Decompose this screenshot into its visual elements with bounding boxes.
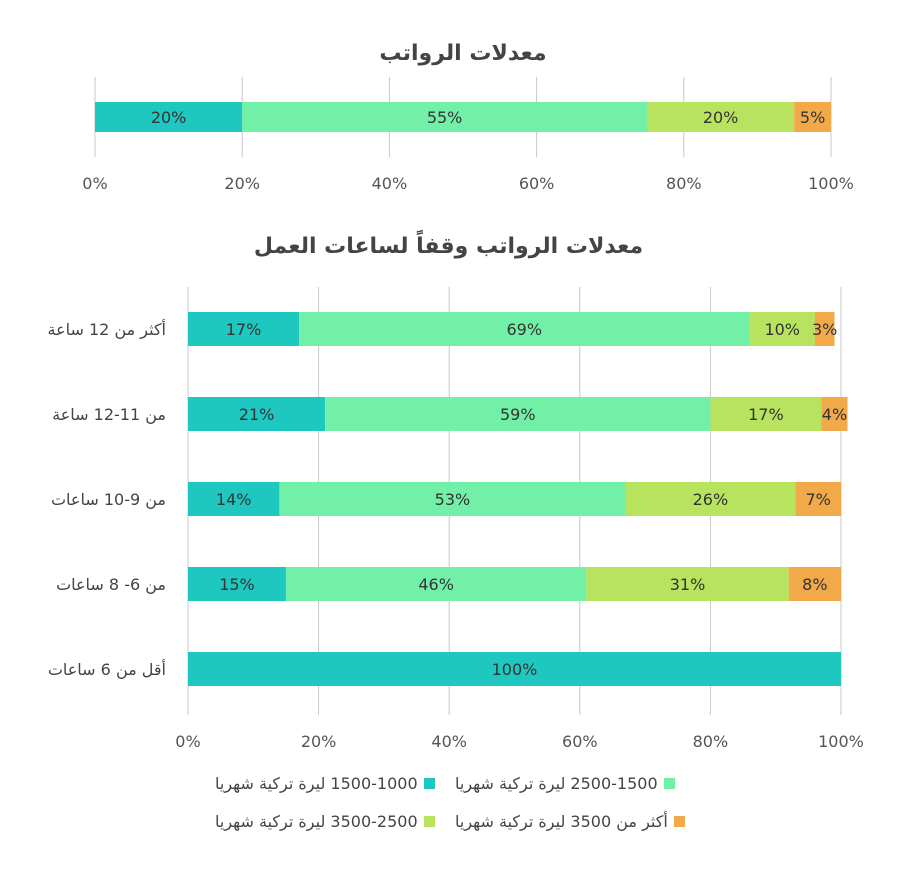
x-tick-label: 80% xyxy=(666,174,702,193)
chart-title: معدلات الرواتب وقفاً لساعات العمل xyxy=(254,229,643,259)
bar-segment xyxy=(821,397,848,431)
legend-label: أكثر من 3500 ليرة تركية شهريا xyxy=(455,812,668,831)
bar-segment xyxy=(788,567,841,601)
category-label: من 11-12 ساعة xyxy=(52,405,166,425)
legend-item-over-3500: أكثر من 3500 ليرة تركية شهريا xyxy=(455,812,685,831)
data-label: 20% xyxy=(703,108,739,127)
data-label: 8% xyxy=(802,575,827,594)
bar-segment xyxy=(586,567,789,601)
bar-segment xyxy=(95,102,243,132)
x-tick-label: 0% xyxy=(175,732,200,751)
data-label: 17% xyxy=(748,405,784,424)
x-tick-label: 60% xyxy=(519,174,555,193)
legend-swatch xyxy=(423,778,435,789)
data-label: 100% xyxy=(492,660,538,679)
bar-segment xyxy=(299,312,750,346)
x-tick-label: 20% xyxy=(224,174,260,193)
bar-segment xyxy=(188,652,841,686)
data-label: 69% xyxy=(507,320,543,339)
data-label: 31% xyxy=(670,575,706,594)
data-label: 4% xyxy=(822,405,847,424)
bar-segment xyxy=(749,312,815,346)
x-tick-label: 20% xyxy=(301,732,337,751)
data-label: 46% xyxy=(418,575,454,594)
legend-item-2500-3500: 3500-2500 ليرة تركية شهريا xyxy=(215,812,435,831)
bar-segment xyxy=(794,102,831,132)
bar-segment xyxy=(325,397,711,431)
data-label: 3% xyxy=(812,320,837,339)
x-tick-label: 40% xyxy=(431,732,467,751)
data-label: 26% xyxy=(693,490,729,509)
legend-label: 3500-2500 ليرة تركية شهريا xyxy=(215,812,418,831)
data-label: 17% xyxy=(226,320,262,339)
legend-item-1500-2500: 2500-1500 ليرة تركية شهريا xyxy=(455,774,675,793)
x-tick-label: 40% xyxy=(372,174,408,193)
category-label: أقل من 6 ساعات xyxy=(48,659,166,680)
legend-swatch xyxy=(423,816,435,827)
bar-segment xyxy=(188,567,286,601)
bar-segment xyxy=(242,102,647,132)
bar-segment xyxy=(795,482,841,516)
legend-swatch xyxy=(663,778,675,789)
legend-label: 1500-1000 ليرة تركية شهريا xyxy=(215,774,418,793)
data-label: 53% xyxy=(435,490,471,509)
legend-item-1000-1500: 1500-1000 ليرة تركية شهريا xyxy=(215,774,435,793)
data-label: 15% xyxy=(219,575,255,594)
x-tick-label: 60% xyxy=(562,732,598,751)
x-tick-label: 100% xyxy=(818,732,864,751)
data-label: 14% xyxy=(216,490,252,509)
data-label: 20% xyxy=(151,108,187,127)
legend-label: 2500-1500 ليرة تركية شهريا xyxy=(455,774,658,793)
chart-title: معدلات الرواتب xyxy=(379,41,546,66)
bar-segment xyxy=(188,482,280,516)
bar-segment xyxy=(625,482,796,516)
category-label: من 9-10 ساعات xyxy=(51,490,166,510)
bar-segment xyxy=(285,567,587,601)
legend-swatch xyxy=(673,816,685,827)
bar-segment xyxy=(188,397,326,431)
data-label: 5% xyxy=(800,108,825,127)
category-label: من 6- 8 ساعات xyxy=(56,575,166,595)
category-label: أكثر من 12 ساعة xyxy=(48,319,167,340)
data-label: 21% xyxy=(239,405,275,424)
data-label: 55% xyxy=(427,108,463,127)
bar-segment xyxy=(279,482,626,516)
bar-segment xyxy=(647,102,795,132)
bar-segment xyxy=(710,397,822,431)
x-tick-label: 80% xyxy=(693,732,729,751)
bar-segment xyxy=(188,312,300,346)
data-label: 10% xyxy=(764,320,800,339)
x-tick-label: 0% xyxy=(82,174,107,193)
data-label: 7% xyxy=(805,490,830,509)
x-tick-label: 100% xyxy=(808,174,854,193)
data-label: 59% xyxy=(500,405,536,424)
bar-segment xyxy=(814,312,835,346)
